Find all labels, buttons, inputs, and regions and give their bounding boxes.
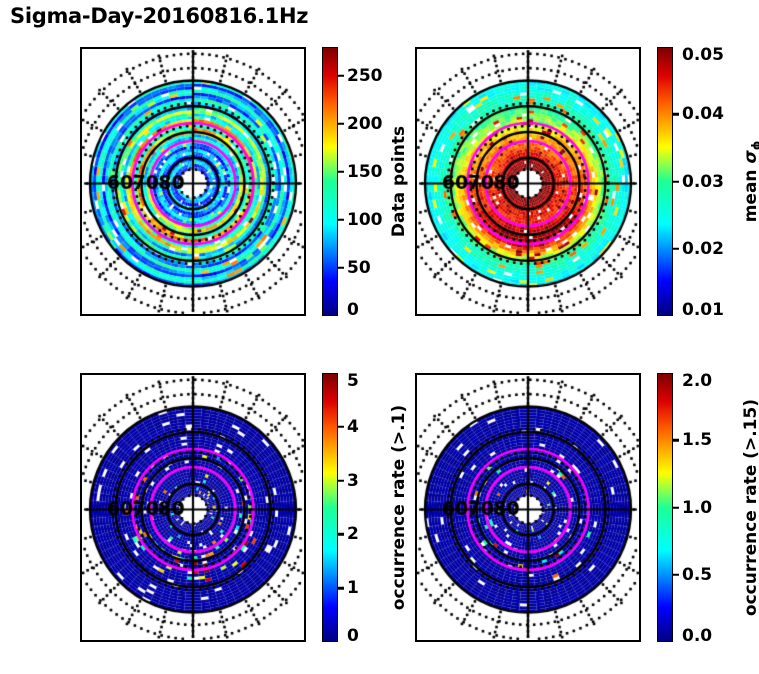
panel-mean-sigma-phi[interactable] [415,47,643,318]
colorbar-ticks-occurrence-gt-015: 0.0 0.5 1.0 1.5 2.0 [673,371,753,646]
colorbar-ticks-occurrence-gt-01: 0 1 2 3 4 5 [338,371,418,646]
colorbar-tick-label: 0.5 [682,564,713,585]
colorbar-label-mean-sigma-phi: mean σϕ [741,47,759,316]
colorbar-tick-mark [338,122,344,126]
colorbar-tick-label: 1.0 [682,497,713,518]
colorbar-tick-label: 200 [347,113,383,134]
colorbar-tick-label: 50 [347,257,371,278]
colorbar-tick-label: 0 [347,300,359,320]
colorbar-tick-mark [673,113,679,116]
colorbar-gradient [658,48,672,315]
colorbar-ticks-mean-sigma-phi: 0.01 0.02 0.03 0.04 0.05 [673,45,753,320]
colorbar-tick-mark [673,439,679,442]
colorbar-data-points[interactable] [322,47,338,316]
colorbar-tick-mark [338,425,344,429]
colorbar-tick-mark [338,218,344,222]
polar-heatmap-data-points [82,49,308,318]
colorbar-tick-label: 0.0 [682,626,713,646]
colorbar-gradient [323,48,337,315]
colorbar-tick-mark [673,506,679,509]
colorbar-tick-mark [338,479,344,482]
colorbar-ticks-data-points: 0 50 100 150 200 250 [338,47,418,320]
colorbar-tick-mark [673,180,679,183]
colorbar-tick-label: 1.5 [682,430,713,451]
colorbar-tick-mark [338,170,344,174]
colorbar-label-occurrence-gt-01: occurrence rate (>.1) [389,404,409,611]
colorbar-tick-label: 0.04 [682,104,724,125]
colorbar-label-data-points: Data points [389,125,409,238]
phi-subscript: ϕ [749,141,759,151]
colorbar-tick-mark [673,573,679,576]
colorbar-occurrence-gt-015[interactable] [657,373,673,642]
polar-heatmap-occurrence-gt-01 [82,375,308,644]
colorbar-tick-label: 0 [347,626,359,646]
panel-occurrence-gt-015[interactable] [415,373,643,644]
colorbar-tick-mark [673,247,679,250]
colorbar-tick-label: 2.0 [682,371,713,391]
colorbar-tick-label: 2 [347,524,359,545]
colorbar-tick-mark [338,533,344,536]
polar-heatmap-occurrence-gt-015 [417,375,643,644]
colorbar-tick-label: 0.02 [682,238,724,259]
colorbar-tick-label: 100 [347,209,383,230]
colorbar-label-occurrence-gt-015: occurrence rate (>.15) [741,398,759,617]
page-title: Sigma-Day-20160816.1Hz [10,4,309,28]
colorbar-tick-label: 250 [347,65,383,86]
colorbar-tick-mark [338,74,344,78]
colorbar-label-text: mean [741,163,759,223]
colorbar-occurrence-gt-01[interactable] [322,373,338,642]
polar-heatmap-mean-sigma-phi [417,49,643,318]
colorbar-tick-label: 0.01 [682,300,724,320]
colorbar-gradient [323,374,337,641]
colorbar-tick-label: 1 [347,578,359,599]
colorbar-tick-mark [338,266,344,270]
colorbar-gradient [658,374,672,641]
colorbar-tick-label: 0.05 [682,45,724,65]
colorbar-tick-mark [338,586,344,590]
colorbar-tick-label: 5 [347,371,359,391]
sigma-symbol: σ [741,150,759,164]
colorbar-tick-label: 0.03 [682,171,724,192]
panel-data-points[interactable] [80,47,308,318]
colorbar-mean-sigma-phi[interactable] [657,47,673,316]
panel-occurrence-gt-01[interactable] [80,373,308,644]
colorbar-tick-label: 150 [347,161,383,182]
colorbar-tick-label: 4 [347,416,359,437]
colorbar-tick-label: 3 [347,470,359,491]
